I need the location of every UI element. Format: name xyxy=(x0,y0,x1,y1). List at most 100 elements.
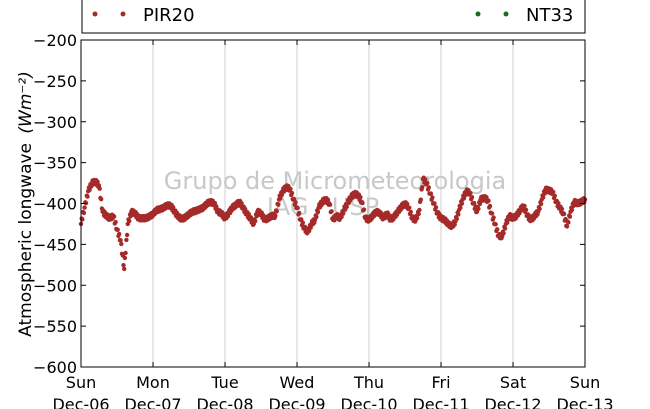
data-point xyxy=(329,209,334,214)
data-point xyxy=(299,217,304,222)
data-point xyxy=(99,197,104,202)
data-point xyxy=(246,212,251,217)
x-axis: Sun Dec-06 Mon Dec-07 Tue Dec-08 Wed Dec-09 Thu D… xyxy=(52,40,614,409)
data-point xyxy=(461,196,467,201)
data-point xyxy=(119,241,124,247)
x-tick-label-day: Tue xyxy=(210,373,238,392)
data-point xyxy=(423,177,428,182)
data-point xyxy=(566,220,571,225)
data-point xyxy=(308,225,313,230)
data-point xyxy=(477,201,483,207)
data-point xyxy=(81,210,87,216)
data-point xyxy=(417,207,422,213)
data-point xyxy=(559,206,565,212)
y-axis-label: Atmospheric longwave (Wm⁻²) xyxy=(16,71,36,337)
data-point xyxy=(344,204,349,210)
data-point xyxy=(469,195,475,200)
data-point xyxy=(289,190,295,196)
data-point xyxy=(123,250,128,256)
data-point xyxy=(297,210,302,216)
data-point xyxy=(273,213,278,218)
data-point xyxy=(489,211,495,216)
data-point xyxy=(291,196,297,202)
data-point xyxy=(561,211,567,217)
legend-marker-nt33 xyxy=(475,11,481,17)
data-point xyxy=(471,200,477,206)
data-point xyxy=(501,231,506,236)
x-tick-label-date: Dec-06 xyxy=(52,395,109,409)
legend-frame xyxy=(81,0,586,34)
data-point xyxy=(360,200,365,206)
x-tick-label-day: Thu xyxy=(353,373,384,392)
data-point xyxy=(552,193,557,199)
data-point xyxy=(358,195,363,200)
data-point xyxy=(327,202,333,207)
data-point xyxy=(122,255,128,261)
x-tick-label-day: Wed xyxy=(280,373,315,392)
data-point xyxy=(430,195,435,200)
data-point xyxy=(171,205,176,210)
data-point xyxy=(212,200,218,206)
gridlines xyxy=(152,40,514,367)
data-point xyxy=(522,203,527,209)
data-point xyxy=(122,266,127,272)
data-point xyxy=(551,189,556,195)
data-point xyxy=(293,200,298,205)
data-point xyxy=(315,209,321,215)
data-point xyxy=(405,201,410,207)
x-tick-label-date: Dec-09 xyxy=(268,395,325,409)
x-tick-label-date: Dec-12 xyxy=(484,395,541,409)
data-point xyxy=(113,219,118,225)
data-point xyxy=(276,202,281,207)
legend: PIR20 NT33 xyxy=(81,0,586,34)
data-point xyxy=(243,206,248,212)
legend-label-pir20: PIR20 xyxy=(143,5,195,26)
data-point xyxy=(340,211,346,216)
data-point xyxy=(486,198,491,203)
svg-text:Atmospheric longwave (Wm: Atmospheric longwave (Wm⁻²) xyxy=(16,71,36,337)
data-point xyxy=(295,205,300,211)
data-point xyxy=(493,222,498,227)
x-tick-label-day: Mon xyxy=(136,373,170,392)
y-axis-label-text: Atmospheric longwave xyxy=(16,143,36,337)
data-point xyxy=(569,207,575,212)
data-point xyxy=(468,190,473,196)
data-point xyxy=(124,237,129,243)
data-point xyxy=(214,204,219,209)
y-tick-label: −350 xyxy=(33,154,77,173)
data-point xyxy=(491,215,496,220)
x-tick-label-date: Dec-13 xyxy=(556,395,613,409)
y-tick-label: −600 xyxy=(33,358,77,377)
data-point xyxy=(239,201,244,206)
data-point xyxy=(117,231,122,237)
data-point xyxy=(253,218,258,224)
data-point xyxy=(523,207,529,212)
data-point xyxy=(428,191,434,196)
data-point xyxy=(97,186,102,191)
data-point xyxy=(279,192,285,198)
data-point xyxy=(487,203,493,209)
data-point xyxy=(425,180,430,186)
data-point xyxy=(495,227,500,232)
x-tick-label-date: Dec-11 xyxy=(412,395,469,409)
legend-marker-nt33 xyxy=(503,11,509,17)
y-tick-label: −400 xyxy=(33,195,77,214)
data-point xyxy=(415,215,420,221)
data-point xyxy=(541,195,546,200)
x-tick-label-date: Dec-07 xyxy=(124,395,181,409)
data-point xyxy=(476,206,481,211)
data-point xyxy=(432,201,437,206)
data-point xyxy=(556,201,561,206)
data-point xyxy=(274,209,279,214)
data-point xyxy=(278,196,283,201)
data-point xyxy=(300,220,305,225)
data-point xyxy=(420,185,425,190)
data-point xyxy=(115,227,120,232)
data-point xyxy=(85,194,90,199)
x-tick-label-date: Dec-08 xyxy=(196,395,253,409)
data-point xyxy=(111,214,117,219)
legend-label-nt33: NT33 xyxy=(526,5,573,26)
x-tick-label-day: Fri xyxy=(431,373,450,392)
data-point xyxy=(564,224,570,229)
x-tick-label-date: Dec-10 xyxy=(340,395,397,409)
